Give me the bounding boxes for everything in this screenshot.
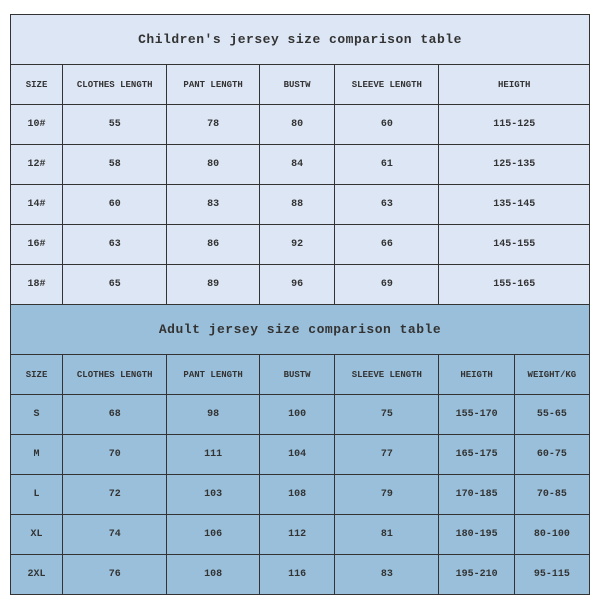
adult-col-bust: BUSTW bbox=[259, 355, 334, 395]
children-header-row: SIZE CLOTHES LENGTH PANT LENGTH BUSTW SL… bbox=[11, 65, 590, 105]
children-col-clothes-length: CLOTHES LENGTH bbox=[63, 65, 167, 105]
cell-pant-length: 89 bbox=[167, 265, 260, 305]
children-col-pant-length: PANT LENGTH bbox=[167, 65, 260, 105]
table-row: 18# 65 89 96 69 155-165 bbox=[11, 265, 590, 305]
cell-clothes-length: 70 bbox=[63, 435, 167, 475]
children-title-row: Children's jersey size comparison table bbox=[11, 15, 590, 65]
cell-bust: 88 bbox=[259, 185, 334, 225]
table-row: 2XL 76 108 116 83 195-210 95-115 bbox=[11, 555, 590, 595]
cell-sleeve-length: 77 bbox=[335, 435, 439, 475]
cell-size: 14# bbox=[11, 185, 63, 225]
children-title: Children's jersey size comparison table bbox=[11, 15, 590, 65]
cell-height: 180-195 bbox=[439, 515, 514, 555]
cell-sleeve-length: 60 bbox=[335, 105, 439, 145]
cell-bust: 84 bbox=[259, 145, 334, 185]
cell-height: 155-165 bbox=[439, 265, 590, 305]
table-row: 14# 60 83 88 63 135-145 bbox=[11, 185, 590, 225]
cell-sleeve-length: 63 bbox=[335, 185, 439, 225]
cell-pant-length: 83 bbox=[167, 185, 260, 225]
cell-size: 16# bbox=[11, 225, 63, 265]
cell-bust: 104 bbox=[259, 435, 334, 475]
cell-clothes-length: 76 bbox=[63, 555, 167, 595]
table-row: M 70 111 104 77 165-175 60-75 bbox=[11, 435, 590, 475]
cell-clothes-length: 65 bbox=[63, 265, 167, 305]
cell-size: 18# bbox=[11, 265, 63, 305]
cell-sleeve-length: 81 bbox=[335, 515, 439, 555]
cell-sleeve-length: 61 bbox=[335, 145, 439, 185]
adult-col-weight: WEIGHT/KG bbox=[514, 355, 589, 395]
cell-height: 170-185 bbox=[439, 475, 514, 515]
cell-clothes-length: 74 bbox=[63, 515, 167, 555]
cell-bust: 100 bbox=[259, 395, 334, 435]
adult-col-height: HEIGTH bbox=[439, 355, 514, 395]
cell-pant-length: 111 bbox=[167, 435, 260, 475]
cell-size: 12# bbox=[11, 145, 63, 185]
table-row: S 68 98 100 75 155-170 55-65 bbox=[11, 395, 590, 435]
adult-col-sleeve-length: SLEEVE LENGTH bbox=[335, 355, 439, 395]
children-col-size: SIZE bbox=[11, 65, 63, 105]
cell-weight: 95-115 bbox=[514, 555, 589, 595]
cell-bust: 80 bbox=[259, 105, 334, 145]
cell-sleeve-length: 79 bbox=[335, 475, 439, 515]
cell-weight: 60-75 bbox=[514, 435, 589, 475]
cell-sleeve-length: 83 bbox=[335, 555, 439, 595]
adult-title-row: Adult jersey size comparison table bbox=[11, 305, 590, 355]
cell-clothes-length: 58 bbox=[63, 145, 167, 185]
cell-pant-length: 103 bbox=[167, 475, 260, 515]
cell-pant-length: 108 bbox=[167, 555, 260, 595]
cell-weight: 55-65 bbox=[514, 395, 589, 435]
cell-height: 155-170 bbox=[439, 395, 514, 435]
cell-height: 135-145 bbox=[439, 185, 590, 225]
cell-clothes-length: 63 bbox=[63, 225, 167, 265]
cell-sleeve-length: 75 bbox=[335, 395, 439, 435]
cell-bust: 92 bbox=[259, 225, 334, 265]
cell-height: 125-135 bbox=[439, 145, 590, 185]
adult-header-row: SIZE CLOTHES LENGTH PANT LENGTH BUSTW SL… bbox=[11, 355, 590, 395]
cell-pant-length: 106 bbox=[167, 515, 260, 555]
cell-sleeve-length: 66 bbox=[335, 225, 439, 265]
children-col-height: HEIGTH bbox=[439, 65, 590, 105]
cell-pant-length: 80 bbox=[167, 145, 260, 185]
table-row: L 72 103 108 79 170-185 70-85 bbox=[11, 475, 590, 515]
adult-col-clothes-length: CLOTHES LENGTH bbox=[63, 355, 167, 395]
cell-pant-length: 78 bbox=[167, 105, 260, 145]
cell-height: 145-155 bbox=[439, 225, 590, 265]
cell-weight: 70-85 bbox=[514, 475, 589, 515]
cell-size: S bbox=[11, 395, 63, 435]
cell-weight: 80-100 bbox=[514, 515, 589, 555]
children-col-bust: BUSTW bbox=[259, 65, 334, 105]
cell-bust: 116 bbox=[259, 555, 334, 595]
cell-pant-length: 98 bbox=[167, 395, 260, 435]
cell-size: 2XL bbox=[11, 555, 63, 595]
cell-clothes-length: 55 bbox=[63, 105, 167, 145]
cell-clothes-length: 72 bbox=[63, 475, 167, 515]
cell-bust: 96 bbox=[259, 265, 334, 305]
cell-size: 10# bbox=[11, 105, 63, 145]
adult-title: Adult jersey size comparison table bbox=[11, 305, 590, 355]
cell-clothes-length: 68 bbox=[63, 395, 167, 435]
cell-pant-length: 86 bbox=[167, 225, 260, 265]
cell-clothes-length: 60 bbox=[63, 185, 167, 225]
cell-bust: 108 bbox=[259, 475, 334, 515]
cell-sleeve-length: 69 bbox=[335, 265, 439, 305]
cell-size: L bbox=[11, 475, 63, 515]
cell-height: 165-175 bbox=[439, 435, 514, 475]
cell-height: 195-210 bbox=[439, 555, 514, 595]
children-size-table: Children's jersey size comparison table … bbox=[10, 14, 590, 595]
cell-bust: 112 bbox=[259, 515, 334, 555]
table-row: 16# 63 86 92 66 145-155 bbox=[11, 225, 590, 265]
table-row: 10# 55 78 80 60 115-125 bbox=[11, 105, 590, 145]
children-col-sleeve-length: SLEEVE LENGTH bbox=[335, 65, 439, 105]
adult-col-pant-length: PANT LENGTH bbox=[167, 355, 260, 395]
cell-size: XL bbox=[11, 515, 63, 555]
table-row: XL 74 106 112 81 180-195 80-100 bbox=[11, 515, 590, 555]
table-row: 12# 58 80 84 61 125-135 bbox=[11, 145, 590, 185]
adult-col-size: SIZE bbox=[11, 355, 63, 395]
cell-height: 115-125 bbox=[439, 105, 590, 145]
cell-size: M bbox=[11, 435, 63, 475]
